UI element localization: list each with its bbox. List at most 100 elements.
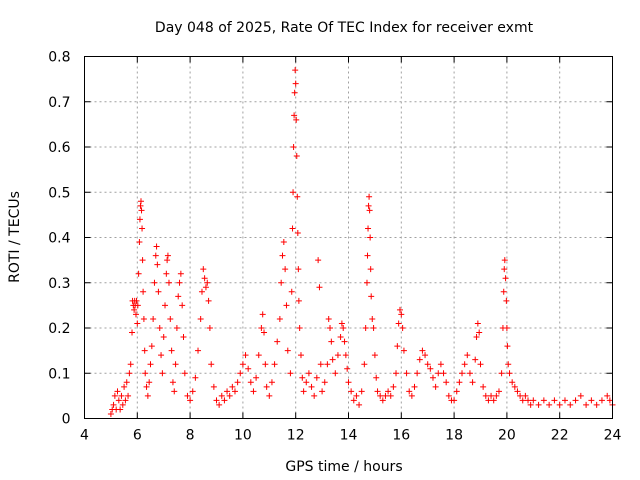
data-point [287, 370, 294, 377]
data-point [461, 361, 468, 368]
data-point [350, 397, 357, 404]
x-tick-label: 22 [551, 428, 569, 444]
y-tick-label: 0.3 [48, 276, 70, 292]
data-point [334, 352, 341, 359]
data-point [398, 311, 405, 318]
data-point [180, 334, 187, 341]
data-point [358, 388, 365, 395]
data-point [290, 189, 297, 196]
data-point [280, 239, 287, 246]
data-point [443, 379, 450, 386]
data-point [525, 397, 532, 404]
data-point [604, 392, 611, 399]
data-point [143, 383, 150, 390]
data-point [278, 279, 285, 286]
data-point [356, 401, 363, 408]
data-point [399, 325, 406, 331]
data-point [464, 352, 471, 359]
data-point [368, 293, 375, 300]
data-point [165, 279, 172, 286]
data-point [509, 379, 516, 386]
data-point [159, 370, 166, 377]
data-point [200, 266, 207, 273]
data-point [135, 270, 142, 277]
x-tick-label: 8 [186, 428, 195, 444]
data-point [567, 401, 574, 408]
data-point [160, 334, 167, 341]
data-point [316, 284, 323, 291]
data-point [234, 379, 241, 386]
data-point [216, 401, 223, 408]
data-point [396, 306, 403, 313]
data-point [175, 293, 182, 300]
data-point [493, 392, 500, 399]
data-point [504, 343, 511, 350]
data-point [519, 397, 526, 404]
data-point [155, 288, 162, 295]
data-point [295, 266, 302, 273]
data-point [511, 383, 518, 390]
x-tick-label: 12 [287, 428, 305, 444]
data-point [502, 275, 509, 282]
data-point [345, 379, 352, 386]
data-point [365, 202, 372, 209]
y-tick-label: 0.1 [48, 366, 70, 382]
data-point [456, 379, 463, 386]
data-point [393, 370, 400, 377]
data-point [110, 401, 117, 408]
data-point [129, 329, 136, 336]
data-point [427, 365, 434, 372]
data-point [140, 288, 147, 295]
data-point [154, 261, 161, 268]
data-point [477, 361, 484, 368]
data-point [297, 352, 304, 359]
data-point [379, 397, 386, 404]
data-point [535, 401, 542, 408]
data-point [370, 325, 377, 331]
data-point [466, 370, 473, 377]
data-point [344, 365, 351, 372]
data-point [253, 374, 260, 381]
data-point [208, 361, 215, 368]
data-point [440, 370, 447, 377]
data-point [308, 383, 315, 390]
data-point [419, 347, 426, 354]
x-tick-label: 16 [392, 428, 410, 444]
data-point [266, 392, 273, 399]
data-point [424, 361, 431, 368]
data-point [276, 315, 283, 322]
data-point [606, 397, 613, 404]
data-point [328, 338, 335, 345]
data-point [290, 144, 297, 150]
data-point [114, 388, 121, 395]
data-point [173, 325, 180, 331]
y-tick-label: 0.4 [48, 231, 70, 247]
data-point [495, 388, 502, 395]
y-tick-label: 0.8 [48, 50, 70, 66]
data-point [142, 370, 149, 377]
x-tick-label: 6 [133, 428, 142, 444]
data-point [279, 252, 286, 259]
data-point [171, 388, 178, 395]
x-tick-label: 14 [340, 428, 358, 444]
data-point [169, 379, 176, 386]
y-tick-label: 0.5 [48, 185, 70, 201]
data-point [390, 383, 397, 390]
data-point [127, 361, 134, 368]
data-point [147, 361, 154, 368]
x-tick-label: 4 [80, 428, 89, 444]
data-point [416, 356, 423, 363]
data-point [498, 370, 505, 377]
data-point [204, 279, 211, 286]
data-point [329, 356, 336, 363]
data-point [293, 153, 300, 160]
data-point [473, 334, 480, 341]
data-point [139, 257, 146, 264]
data-point [476, 329, 483, 336]
data-point [369, 315, 376, 322]
data-point [488, 392, 495, 399]
data-point [305, 370, 312, 377]
data-point [501, 266, 508, 273]
data-point [469, 379, 476, 386]
